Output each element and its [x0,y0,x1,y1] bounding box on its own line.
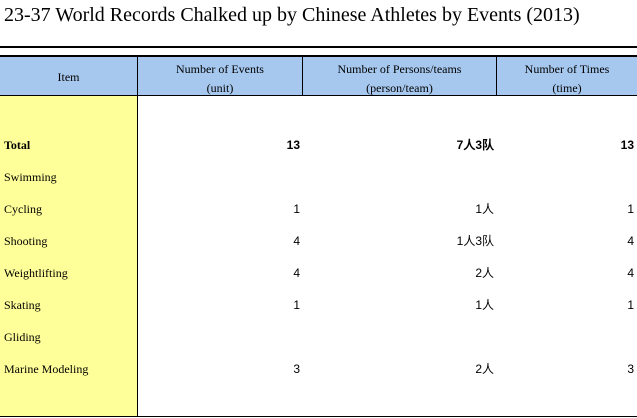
table-row: Gliding [0,327,637,347]
row-persons: 2人 [475,362,494,376]
table-row: Total 13 7人3队 13 [0,135,637,155]
row-persons: 7人3队 [456,138,494,152]
header-events-label: Number of Events [176,62,264,76]
row-item: Cycling [4,202,42,216]
header-times-label: Number of Times [524,62,610,76]
row-events: 13 [286,138,300,152]
header-persons-unit: (person/team) [366,81,433,95]
row-times: 13 [620,138,634,152]
row-persons: 1人 [475,298,494,312]
row-events: 4 [293,234,300,248]
row-events: 1 [293,298,300,312]
row-times: 4 [627,266,634,280]
header-persons: Number of Persons/teams (person/team) [303,55,497,96]
row-item: Total [4,138,31,152]
table-row: Swimming [0,167,637,187]
row-item: Shooting [4,234,48,248]
header-times: Number of Times (time) [497,55,637,96]
row-persons: 1人3队 [456,234,494,248]
table-row: Cycling 1 1人 1 [0,199,637,219]
row-item: Swimming [4,170,57,184]
row-item: Skating [4,298,41,312]
page-title: 23-37 World Records Chalked up by Chines… [4,4,580,26]
table-row: Marine Modeling 3 2人 3 [0,359,637,379]
item-column-background [0,96,138,416]
header-item-label: Item [57,70,80,84]
row-item: Weightlifting [4,266,68,280]
row-events: 4 [293,266,300,280]
row-events: 3 [293,362,300,376]
row-times: 1 [627,298,634,312]
records-table: Item Number of Events (unit) Number of P… [0,55,637,417]
row-persons: 2人 [475,266,494,280]
header-events: Number of Events (unit) [138,55,303,96]
table-bottom-border [0,416,637,417]
header-events-unit: (unit) [206,81,234,95]
header-times-unit: (time) [552,81,582,95]
row-times: 1 [627,202,634,216]
row-item: Gliding [4,330,41,344]
header-item: Item [0,55,138,96]
table-row: Shooting 4 1人3队 4 [0,231,637,251]
table-row: Weightlifting 4 2人 4 [0,263,637,283]
title-divider [0,46,637,48]
row-times: 4 [627,234,634,248]
row-events: 1 [293,202,300,216]
table-row: Skating 1 1人 1 [0,295,637,315]
row-persons: 1人 [475,202,494,216]
header-persons-label: Number of Persons/teams [337,62,462,76]
row-item: Marine Modeling [4,362,89,376]
row-times: 3 [627,362,634,376]
